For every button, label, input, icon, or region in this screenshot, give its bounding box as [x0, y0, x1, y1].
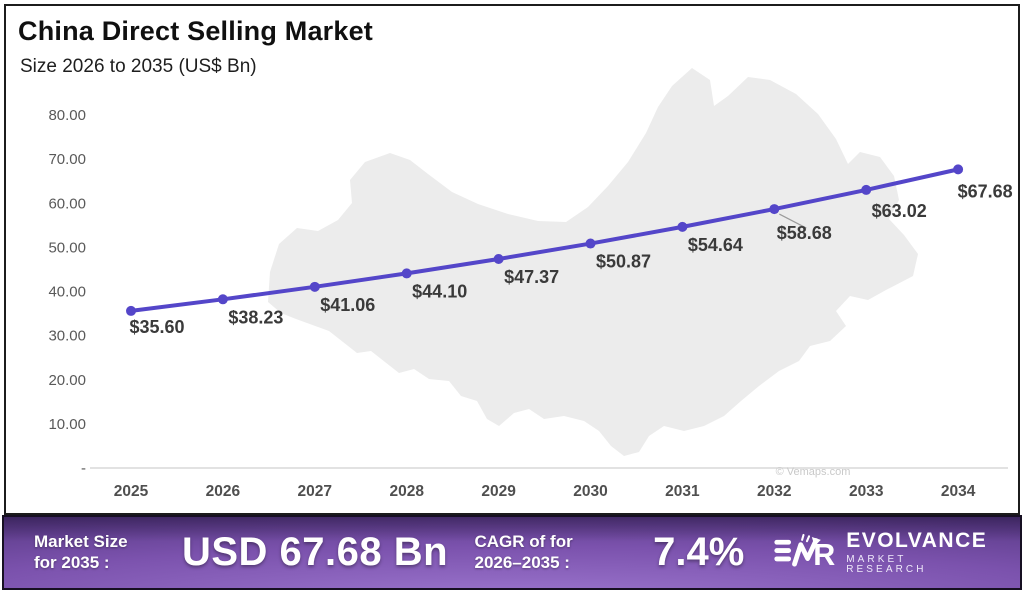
data-point: [677, 221, 688, 232]
data-point-label: $54.64: [688, 235, 743, 255]
data-point-label: $47.37: [504, 267, 559, 287]
data-point-label: $35.60: [129, 317, 184, 337]
cagr-value: 7.4%: [653, 530, 745, 574]
brand-text: EVOLVANCE MARKET RESEARCH: [846, 530, 992, 575]
page-title: China Direct Selling Market: [18, 16, 373, 46]
x-tick-label: 2025: [114, 483, 149, 500]
data-point: [861, 184, 872, 195]
y-tick-label: 60.00: [48, 195, 86, 212]
x-tick-label: 2030: [573, 483, 607, 500]
x-tick-label: 2034: [941, 483, 976, 500]
x-tick-label: 2032: [757, 483, 791, 500]
data-point: [217, 294, 228, 305]
cagr-label-line1: CAGR of for: [474, 532, 573, 552]
data-point-label: $41.06: [320, 295, 375, 315]
market-size-label-line2: for 2035 :: [34, 552, 110, 572]
y-tick-label: 20.00: [48, 372, 86, 389]
data-point: [309, 281, 320, 292]
market-size-value: USD 67.68 Bn: [181, 530, 449, 574]
x-tick-label: 2033: [849, 483, 884, 500]
data-point-label: $38.23: [228, 307, 283, 327]
series-line: [129, 167, 961, 313]
y-tick-label: 70.00: [48, 151, 86, 168]
data-point-label: $58.68: [777, 223, 832, 243]
y-tick-label: 80.00: [48, 107, 86, 124]
emr-logo-icon: R: [774, 533, 836, 571]
cagr-label: CAGR of for 2026–2035 :: [474, 532, 623, 573]
x-tick-label: 2026: [206, 483, 241, 500]
brand-subtitle: MARKET RESEARCH: [846, 554, 927, 575]
data-point-label: $44.10: [412, 281, 467, 301]
svg-text:R: R: [814, 537, 836, 571]
y-tick-label: 50.00: [48, 239, 86, 256]
watermark: © Vemaps.com: [775, 466, 851, 478]
data-point: [585, 238, 596, 249]
china-map-silhouette: [268, 68, 918, 456]
brand-logo: R EVOLVANCE MARKET RESEARCH: [773, 527, 992, 579]
x-tick-label: 2028: [389, 483, 424, 500]
data-point: [126, 305, 136, 316]
label-leader-line: [779, 213, 807, 229]
y-tick-label: 10.00: [48, 416, 86, 433]
y-tick-label: -: [81, 460, 86, 477]
data-point: [769, 204, 780, 215]
cagr-label-line2: 2026–2035 :: [474, 552, 570, 572]
market-size-label-line1: Market Size: [34, 532, 128, 552]
data-point: [953, 164, 964, 175]
data-point: [401, 268, 412, 279]
market-size-label: Market Size for 2035 :: [34, 532, 166, 573]
bottom-banner: Market Size for 2035 : USD 67.68 Bn CAGR…: [2, 515, 1022, 590]
page-subtitle: Size 2026 to 2035 (US$ Bn): [20, 56, 257, 77]
data-point-label: $67.68: [958, 181, 1013, 201]
brand-name: EVOLVANCE: [846, 529, 988, 552]
x-tick-label: 2031: [665, 483, 700, 500]
data-point: [493, 253, 504, 264]
y-tick-label: 30.00: [48, 328, 86, 345]
y-tick-label: 40.00: [48, 284, 86, 301]
x-tick-label: 2027: [298, 483, 332, 500]
data-point-label: $63.02: [872, 201, 927, 221]
x-tick-label: 2029: [481, 483, 516, 500]
data-point-label: $50.87: [596, 252, 651, 272]
